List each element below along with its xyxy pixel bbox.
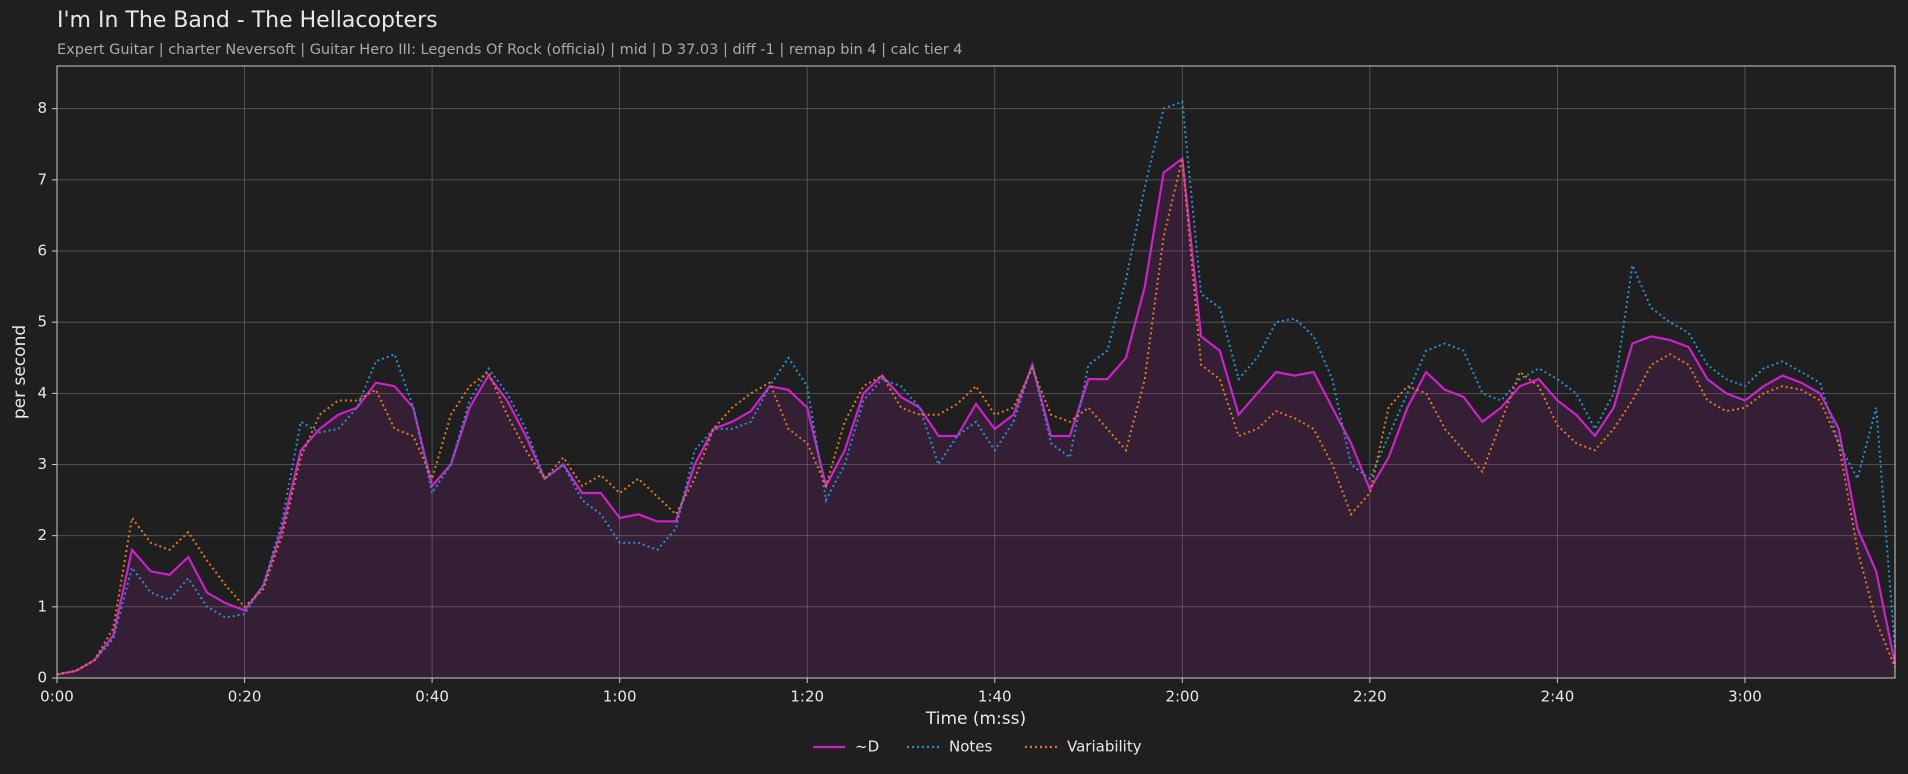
y-tick-label: 2 — [37, 526, 47, 544]
legend-label: Notes — [949, 738, 993, 756]
chart-subtitle: Expert Guitar | charter Neversoft | Guit… — [57, 42, 963, 58]
y-tick-label: 1 — [37, 597, 47, 615]
legend-label: Variability — [1067, 738, 1142, 756]
x-tick-label: 1:40 — [978, 688, 1012, 706]
area — [57, 158, 1895, 678]
plot-frame — [56, 65, 1896, 679]
x-tick-label: 2:40 — [1541, 688, 1575, 706]
legend-label: ~D — [855, 738, 879, 756]
y-tick-label: 6 — [37, 242, 47, 260]
line — [56, 100, 1896, 676]
x-tick-label: 1:20 — [790, 688, 824, 706]
chart-title: I'm In The Band - The Hellacopters — [57, 8, 438, 33]
x-axis-label: Time (m:ss) — [925, 709, 1026, 729]
x-tick-label: 0:20 — [228, 688, 262, 706]
x-tick-label: 0:00 — [40, 688, 74, 706]
x-tick-label: 2:20 — [1353, 688, 1387, 706]
y-axis-label: per second — [10, 325, 30, 419]
x-tick-label: 3:00 — [1728, 688, 1762, 706]
y-tick-label: 0 — [37, 669, 47, 687]
x-tick-label: 1:00 — [603, 688, 637, 706]
x-tick-label: 2:00 — [1165, 688, 1199, 706]
y-tick-label: 3 — [37, 455, 47, 473]
x-tick-label: 0:40 — [415, 688, 449, 706]
y-tick-label: 7 — [37, 170, 47, 188]
y-tick-label: 4 — [37, 384, 47, 402]
y-tick-label: 8 — [37, 99, 47, 117]
y-tick-label: 5 — [37, 313, 47, 331]
line — [56, 156, 1897, 676]
